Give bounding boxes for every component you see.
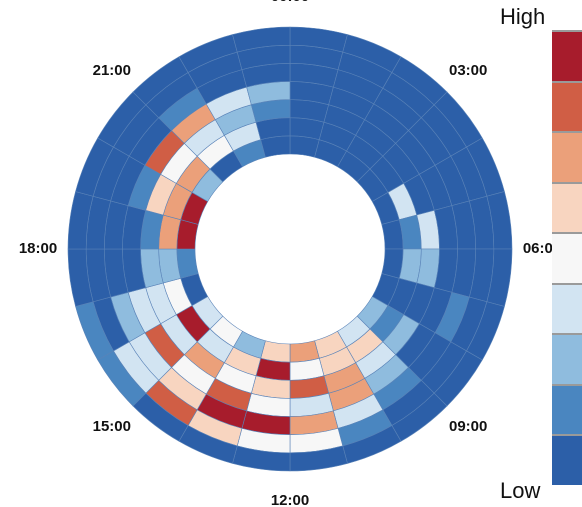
hour-label: 03:00 (449, 62, 487, 79)
heatmap-cell (232, 26, 291, 53)
hour-label: 06:00 (523, 240, 561, 257)
hour-label: 00:00 (271, 0, 309, 5)
legend-swatch (552, 282, 582, 334)
hour-label: 21:00 (93, 62, 131, 79)
hour-label: 12:00 (271, 492, 309, 507)
legend-swatch (552, 232, 582, 283)
heatmap-cell (289, 340, 320, 363)
legend-swatch (552, 131, 582, 182)
legend-swatch (552, 434, 582, 485)
legend-swatch (552, 383, 582, 435)
legend-swatch (552, 333, 582, 384)
heatmap-cell (260, 340, 291, 363)
legend-low-label: Low (500, 478, 541, 503)
heatmap-cell (176, 219, 199, 250)
heatmap-cell (289, 135, 320, 158)
legend-high-label: High (500, 4, 546, 29)
hour-label: 09:00 (449, 418, 487, 435)
hour-label: 18:00 (19, 240, 57, 257)
color-scale-legend (552, 30, 582, 485)
heatmap-cell (381, 248, 404, 279)
heatmap-cell (260, 135, 291, 158)
heatmap-cell (176, 248, 199, 279)
legend-swatch (552, 30, 582, 81)
heatmap-cell (381, 219, 404, 250)
hour-label: 15:00 (93, 418, 131, 435)
legend-swatch (552, 80, 582, 132)
legend-swatch (552, 181, 582, 233)
